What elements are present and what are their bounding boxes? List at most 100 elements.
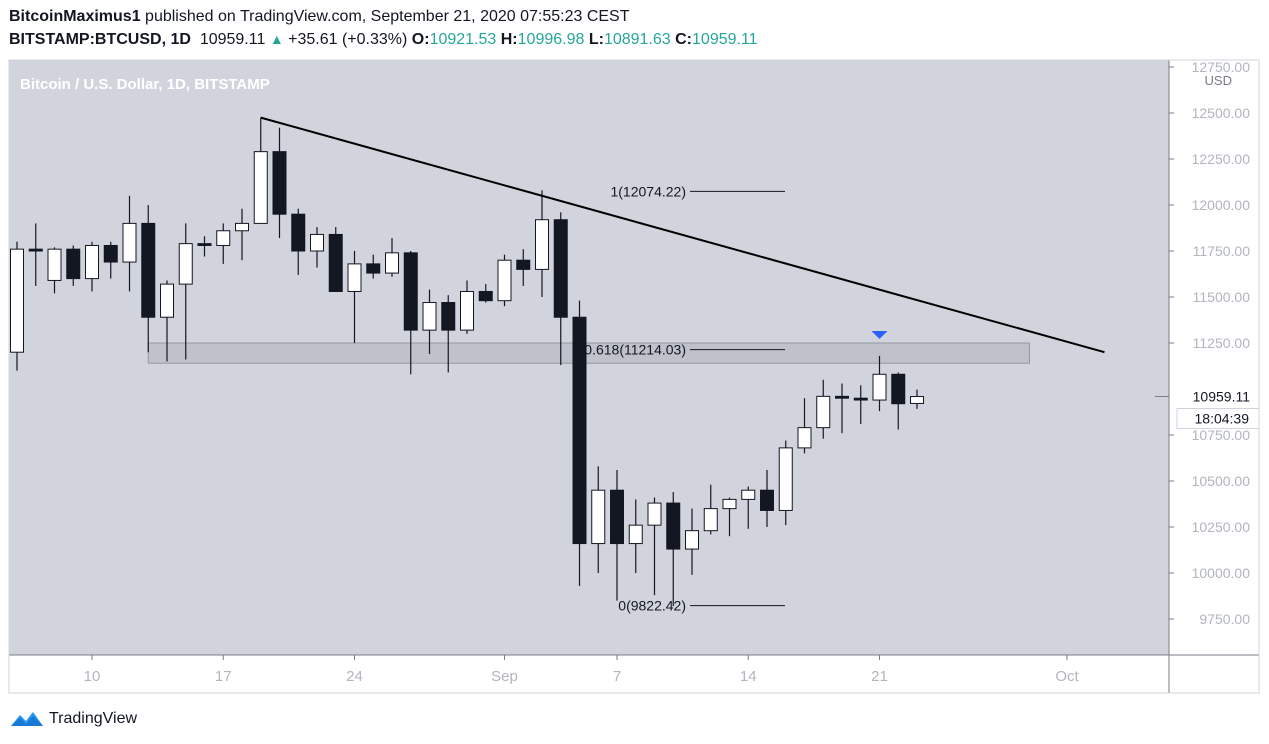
- chart-header: BitcoinMaximus1 published on TradingView…: [9, 6, 1259, 50]
- candle[interactable]: [610, 469, 624, 601]
- open-value: 10921.53: [429, 31, 497, 48]
- candle-body: [310, 233, 324, 252]
- candle[interactable]: [778, 440, 793, 526]
- candle-body: [347, 263, 362, 292]
- publish-info: published on TradingView.com, September …: [140, 8, 630, 25]
- candle-body: [441, 302, 456, 331]
- candle[interactable]: [516, 249, 531, 286]
- candle[interactable]: [572, 300, 587, 586]
- candle[interactable]: [10, 241, 24, 371]
- candle[interactable]: [797, 398, 812, 454]
- candle[interactable]: [422, 289, 437, 355]
- candle-body: [103, 244, 118, 263]
- support-zone[interactable]: [147, 342, 1030, 364]
- candle[interactable]: [28, 223, 43, 286]
- candle-body: [778, 447, 793, 511]
- open-label: O:: [411, 31, 430, 48]
- author-name[interactable]: BitcoinMaximus1: [9, 8, 141, 25]
- candle[interactable]: [891, 372, 906, 430]
- candle[interactable]: [628, 499, 643, 573]
- time-tick-label: 24: [346, 668, 363, 685]
- candle[interactable]: [160, 280, 174, 362]
- candle-body: [516, 259, 531, 270]
- candle[interactable]: [835, 383, 849, 434]
- candle[interactable]: [460, 280, 474, 334]
- time-axis[interactable]: [9, 655, 1259, 693]
- tradingview-logo-icon[interactable]: [9, 708, 45, 730]
- candle[interactable]: [666, 492, 681, 607]
- candle[interactable]: [741, 486, 756, 529]
- candle[interactable]: [272, 127, 287, 239]
- fib-level-label: 0(9822.42): [618, 598, 686, 614]
- candle-body: [328, 233, 343, 292]
- price-change: +35.61 (+0.33%): [288, 31, 408, 48]
- candle[interactable]: [85, 241, 99, 292]
- candle[interactable]: [366, 254, 381, 279]
- candle[interactable]: [703, 484, 718, 535]
- candle[interactable]: [441, 295, 456, 373]
- last-price-badge: [1170, 386, 1258, 407]
- candle[interactable]: [535, 190, 549, 297]
- candle[interactable]: [497, 254, 512, 307]
- time-tick-label: 7: [613, 668, 621, 685]
- candle[interactable]: [347, 251, 362, 343]
- candle[interactable]: [141, 205, 156, 353]
- candle[interactable]: [910, 389, 924, 409]
- candle[interactable]: [47, 247, 62, 294]
- tradingview-brand[interactable]: TradingView: [49, 710, 138, 727]
- publish-line: BitcoinMaximus1 published on TradingView…: [9, 6, 1259, 28]
- candle[interactable]: [553, 212, 568, 366]
- candle[interactable]: [478, 284, 493, 303]
- candle-body: [703, 508, 718, 532]
- candle[interactable]: [253, 117, 268, 224]
- candle[interactable]: [591, 466, 606, 573]
- high-label: H:: [500, 31, 518, 48]
- candle[interactable]: [647, 497, 662, 596]
- candle-body: [10, 248, 24, 353]
- candle[interactable]: [310, 227, 324, 268]
- time-tick-label: 10: [84, 668, 101, 685]
- candle[interactable]: [66, 245, 81, 286]
- low-label: L:: [588, 31, 604, 48]
- candle[interactable]: [722, 497, 737, 537]
- candle-body: [628, 524, 643, 545]
- candle[interactable]: [872, 355, 887, 412]
- arrow-down-icon[interactable]: [871, 331, 888, 339]
- candle-body: [797, 427, 812, 449]
- candle[interactable]: [385, 238, 399, 277]
- candle[interactable]: [103, 241, 118, 279]
- candle-body: [647, 502, 662, 526]
- candle-body: [66, 248, 81, 280]
- candle-body: [197, 243, 212, 246]
- fib-level-label: 0.618(11214.03): [584, 342, 686, 358]
- chart-title: Bitcoin / U.S. Dollar, 1D, BITSTAMP: [20, 76, 270, 93]
- candle-body: [291, 213, 306, 252]
- price-tick-label: 12250.00: [1192, 151, 1251, 167]
- candle[interactable]: [328, 227, 343, 292]
- candle-body: [610, 489, 624, 545]
- candle[interactable]: [816, 379, 831, 439]
- price-tick-label: 9750.00: [1199, 611, 1250, 627]
- candle[interactable]: [403, 251, 418, 375]
- candle-body: [160, 283, 174, 318]
- candle-body: [47, 248, 62, 281]
- candle[interactable]: [178, 223, 193, 360]
- candle[interactable]: [291, 208, 306, 275]
- descending-trendline[interactable]: [260, 116, 1105, 354]
- candle[interactable]: [235, 208, 249, 261]
- candle-body: [497, 259, 512, 302]
- candle[interactable]: [760, 469, 774, 527]
- candle-body: [591, 489, 606, 545]
- candle[interactable]: [197, 236, 212, 257]
- currency-label: USD: [1205, 73, 1232, 88]
- candle[interactable]: [685, 508, 699, 575]
- candle-body: [122, 222, 137, 263]
- price-tick-label: 12000.00: [1192, 197, 1251, 213]
- candle[interactable]: [216, 223, 231, 264]
- footer: TradingView: [9, 706, 137, 732]
- time-tick-label: Oct: [1055, 668, 1079, 685]
- candle[interactable]: [122, 195, 137, 292]
- price-axis[interactable]: [1169, 60, 1259, 655]
- candle[interactable]: [853, 385, 868, 424]
